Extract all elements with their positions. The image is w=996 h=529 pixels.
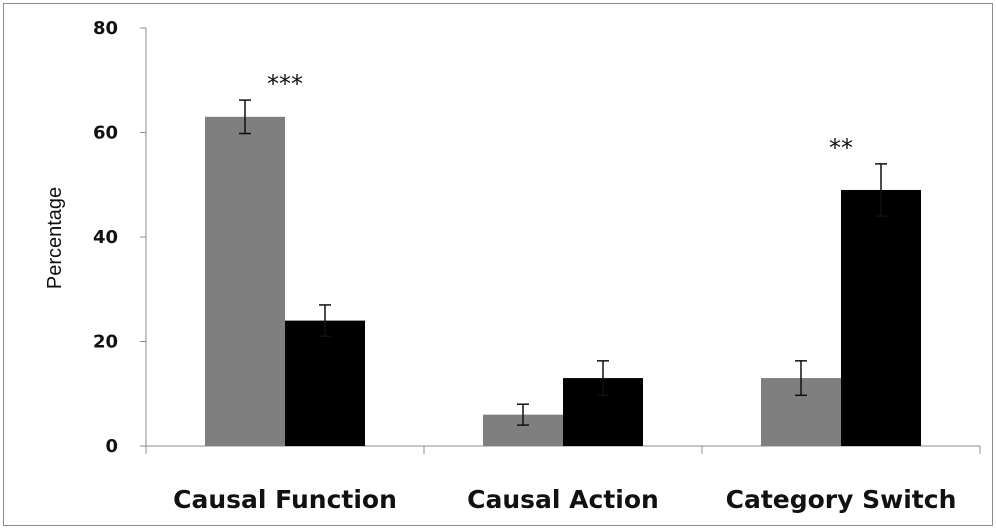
bar xyxy=(285,320,365,446)
x-category-label: Causal Action xyxy=(467,485,659,514)
x-category-label: Causal Function xyxy=(173,485,397,514)
y-axis-ticks: 0 20 40 60 80 xyxy=(93,18,981,457)
y-tick-label: 80 xyxy=(93,18,118,39)
y-axis-title: Percentage xyxy=(44,187,66,289)
category-labels: Causal Function Causal Action Category Swi… xyxy=(173,485,956,514)
significance-annotations: ***** xyxy=(267,70,853,162)
bar xyxy=(841,189,921,446)
x-category-label: Category Switch xyxy=(726,485,957,514)
significance-marker: *** xyxy=(267,70,303,98)
y-tick-label: 0 xyxy=(105,436,118,457)
bar xyxy=(205,116,285,446)
bars-layer xyxy=(205,99,921,446)
y-tick-label: 40 xyxy=(93,227,118,248)
y-tick-label: 20 xyxy=(93,332,118,353)
y-tick-label: 60 xyxy=(93,123,118,144)
significance-marker: ** xyxy=(829,134,853,162)
